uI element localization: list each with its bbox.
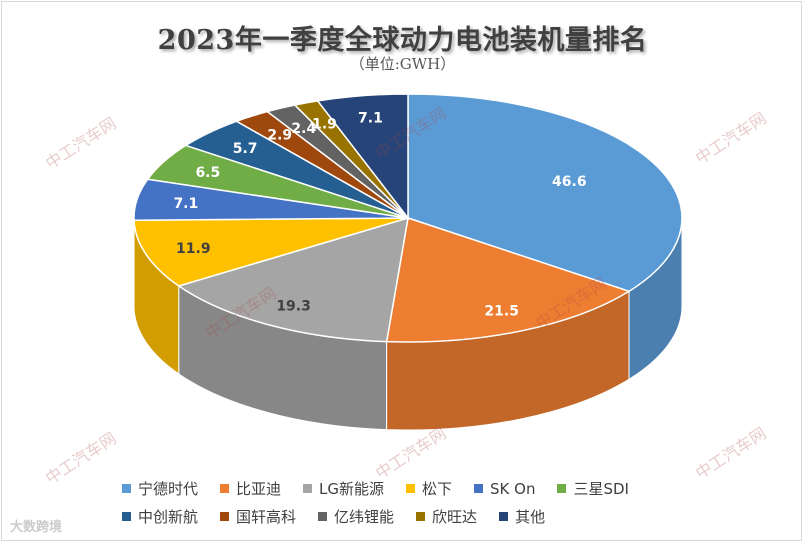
data-label-10: 7.1 [358,111,383,127]
legend-item-10: 其他 [499,506,545,527]
legend-item-1: 比亚迪 [220,478,281,499]
legend-item-4: SK On [474,478,535,499]
legend-row-2: 中创新航 国轩高科 亿纬锂能 欣旺达 其他 [122,506,567,527]
legend-item-8: 亿纬锂能 [318,506,394,527]
legend-label-2: LG新能源 [319,480,385,498]
data-label-2: 19.3 [276,299,311,315]
pie-data-labels: 46.6 21.5 19.3 11.9 7.1 6.5 5.7 2.9 2.41.9 7.1 [173,111,586,320]
legend-label-6: 中创新航 [138,508,199,526]
legend-item-3: 松下 [406,478,452,499]
legend-swatch-4 [474,484,484,493]
data-label-5: 6.5 [195,165,220,181]
slice-2 [177,216,409,343]
legend-label-0: 宁德时代 [138,480,199,498]
data-label-8: 2.4 [291,121,316,137]
legend-swatch-1 [220,484,230,493]
legend-label-7: 国轩高科 [236,508,297,526]
pie-slices [133,93,683,343]
data-label-0: 46.6 [552,174,587,190]
legend-swatch-9 [416,512,426,521]
legend-label-8: 亿纬锂能 [334,508,395,526]
legend-item-9: 欣旺达 [416,506,477,527]
legend-label-3: 松下 [422,480,453,498]
legend-item-6: 中创新航 [122,506,198,527]
chart-subtitle: （单位:GWH） [349,55,456,73]
legend-item-0: 宁德时代 [122,478,198,499]
legend-item-2: LG新能源 [303,478,384,499]
legend-swatch-6 [122,512,131,521]
data-label-1: 21.5 [484,303,519,319]
legend-swatch-3 [406,484,416,493]
slice-0 [407,93,683,293]
data-label-4: 7.1 [173,196,198,212]
legend-label-1: 比亚迪 [236,480,282,498]
legend-label-5: 三星SDI [573,480,629,498]
legend-swatch-2 [303,484,313,493]
legend-swatch-7 [220,512,230,521]
legend-label-9: 欣旺达 [432,508,478,526]
legend-label-10: 其他 [515,508,546,526]
legend-swatch-0 [122,484,131,493]
slice-10 [316,93,409,221]
brand-logo-text: 大数跨境 [10,520,63,535]
data-label-3: 11.9 [176,241,211,257]
data-label-6: 5.7 [233,141,258,157]
slice-1 [385,217,631,343]
data-label-9: 1.9 [312,117,337,133]
legend-row-1: 宁德时代 比亚迪 LG新能源 松下 SK On 三星SDI [122,478,651,499]
data-label-7: 2.9 [267,128,292,144]
legend-label-4: SK On [490,479,536,498]
slice-3 [133,217,409,287]
legend-swatch-8 [318,512,328,521]
legend-item-7: 国轩高科 [220,506,296,527]
legend-swatch-10 [499,512,509,521]
legend-item-5: 三星SDI [557,478,629,499]
chart-title: 2023年一季度全球动力电池装机量排名 [157,25,648,56]
legend-swatch-5 [557,484,567,493]
